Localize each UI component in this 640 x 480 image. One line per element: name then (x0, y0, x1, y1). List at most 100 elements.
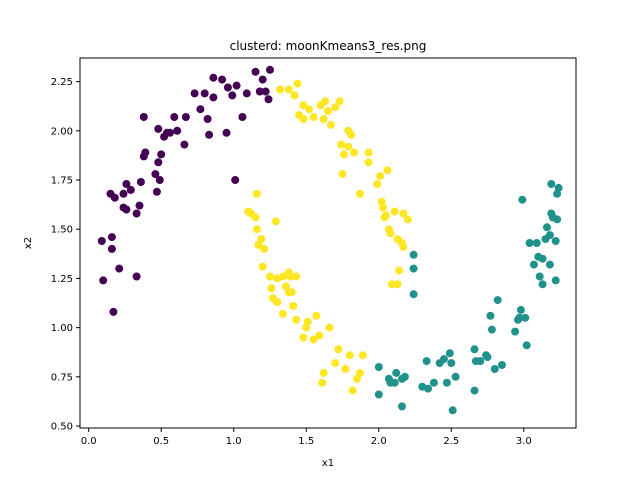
data-point (429, 378, 438, 387)
data-point (334, 345, 343, 354)
data-point (155, 176, 164, 184)
data-point (350, 148, 359, 157)
data-point (122, 180, 131, 188)
data-point (170, 113, 179, 121)
y-tick-label: 1.25 (51, 274, 73, 285)
data-point (486, 311, 495, 320)
x-tick-label: 0.0 (81, 436, 97, 447)
data-point (525, 239, 534, 247)
data-point (331, 359, 340, 368)
data-point (547, 180, 556, 188)
data-point (258, 75, 267, 84)
data-point (387, 280, 396, 289)
data-point (299, 101, 308, 110)
plot-frame (79, 57, 577, 429)
data-point (400, 372, 409, 381)
y-tick-label: 1.00 (51, 323, 73, 334)
data-point (252, 189, 261, 198)
data-point (324, 107, 332, 116)
x-axis-label: x1 (322, 458, 334, 469)
data-point (347, 130, 356, 139)
data-point (290, 91, 299, 100)
cluster-0-points (97, 65, 274, 316)
data-point (498, 361, 506, 369)
data-point (358, 351, 367, 360)
data-point (251, 213, 260, 222)
y-tick-label: 0.75 (51, 372, 73, 383)
data-point (107, 233, 116, 242)
data-point (292, 272, 301, 281)
data-point (376, 172, 385, 181)
data-point (260, 244, 269, 253)
data-point (122, 205, 131, 214)
y-axis-label: x2 (23, 237, 34, 249)
data-point (154, 158, 163, 167)
cluster-2-points (244, 79, 412, 395)
x-tick-label: 1.5 (298, 436, 314, 447)
data-point (393, 280, 402, 289)
data-point (374, 390, 383, 399)
data-point (132, 272, 141, 281)
data-point (538, 280, 547, 289)
data-point (398, 402, 406, 411)
data-point (276, 85, 285, 94)
data-point (261, 87, 270, 96)
data-point (399, 242, 408, 251)
data-point (321, 97, 330, 106)
data-point (309, 335, 318, 344)
data-point (551, 276, 560, 285)
data-point (493, 296, 502, 305)
data-point (344, 142, 353, 151)
data-point (553, 215, 562, 224)
y-tick-label: 2.25 (51, 77, 73, 88)
data-point (209, 93, 218, 102)
data-point (353, 374, 361, 383)
data-point (338, 170, 347, 179)
data-point (151, 170, 160, 179)
data-point (205, 130, 214, 139)
data-point (535, 272, 544, 281)
data-point (180, 140, 189, 149)
data-point (364, 158, 373, 167)
data-point (383, 166, 392, 175)
x-axis: 0.0 0.5 1.0 1.5 2.0 2.5 3.0 (81, 428, 532, 447)
data-point (266, 65, 274, 74)
data-point (286, 272, 295, 281)
data-point (309, 113, 318, 121)
data-point (173, 126, 182, 135)
data-point (287, 288, 296, 297)
data-point (374, 363, 383, 371)
data-point (231, 176, 240, 184)
data-point (267, 284, 276, 293)
data-point (470, 386, 479, 395)
data-point (252, 225, 261, 234)
data-point (157, 150, 166, 159)
x-tick-label: 0.5 (153, 436, 169, 447)
data-point (232, 81, 241, 90)
cluster-1-points (374, 180, 563, 415)
data-point (136, 178, 145, 186)
data-point (522, 341, 531, 350)
x-tick-label: 1.0 (226, 436, 242, 447)
data-point (258, 262, 267, 271)
data-point (315, 331, 324, 340)
data-point (209, 73, 218, 82)
data-point (532, 239, 541, 247)
data-point (395, 266, 404, 275)
data-point (326, 120, 335, 129)
data-point (242, 89, 251, 98)
y-tick-label: 0.50 (51, 422, 73, 433)
data-point (392, 368, 401, 377)
data-point (222, 128, 231, 137)
data-point (319, 368, 328, 377)
data-point (292, 315, 301, 324)
x-tick-label: 2.0 (371, 436, 387, 447)
data-point (545, 231, 554, 240)
data-point (255, 87, 264, 96)
data-point (203, 115, 212, 123)
data-point (284, 85, 293, 94)
data-point (109, 307, 118, 316)
data-point (218, 75, 227, 84)
data-point (266, 272, 274, 281)
